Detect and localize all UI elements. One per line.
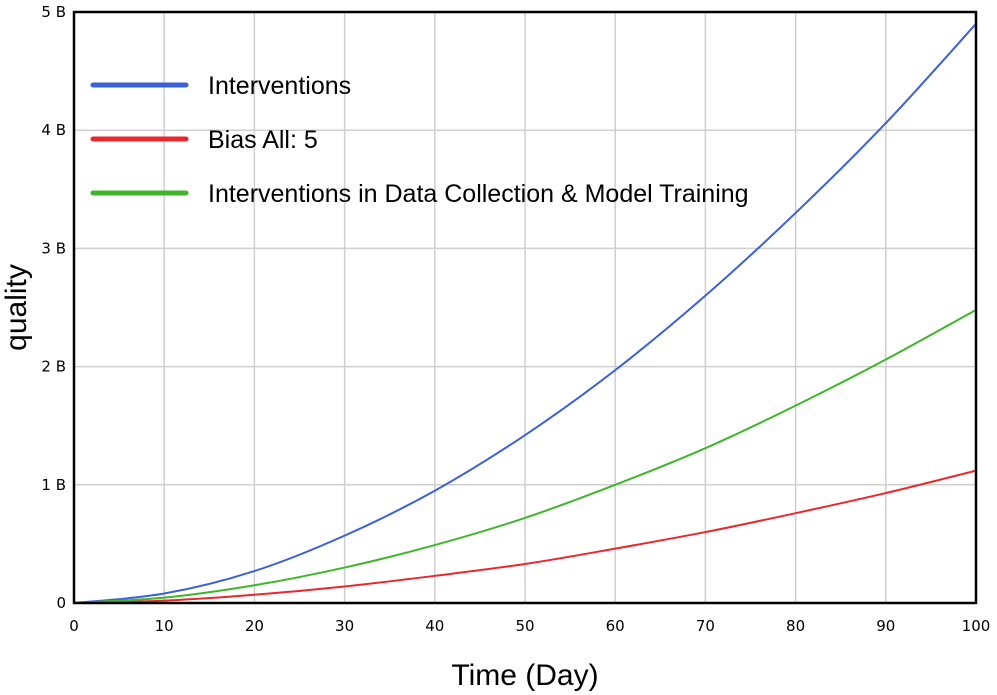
x-tick-label: 30 xyxy=(335,617,354,635)
y-tick-label: 2 B xyxy=(41,358,66,376)
x-tick-label: 90 xyxy=(876,617,895,635)
x-axis-title: Time (Day) xyxy=(451,659,598,692)
y-tick-label: 3 B xyxy=(41,239,66,257)
series-line xyxy=(73,308,977,604)
legend: Interventions Bias All: 5 Interventions in… xyxy=(90,72,749,208)
x-tick-label: 20 xyxy=(245,617,264,635)
x-tick-label: 10 xyxy=(155,617,174,635)
y-tick-labels: 0 1 B 2 B 3 B 4 B 5 B xyxy=(41,3,66,612)
series-line xyxy=(73,23,977,604)
y-tick-label: 0 xyxy=(56,594,66,612)
legend-label: Interventions in Data Collection & Model… xyxy=(208,180,749,208)
plot-frame xyxy=(72,10,978,605)
x-tick-label: 80 xyxy=(786,617,805,635)
y-axis-title: quality xyxy=(0,264,33,351)
series-line xyxy=(73,469,977,604)
y-tick-label: 4 B xyxy=(41,121,66,139)
x-tick-label: 40 xyxy=(425,617,444,635)
y-tick-label: 1 B xyxy=(41,476,66,494)
x-tick-label: 100 xyxy=(962,617,991,635)
series-lines xyxy=(73,23,977,604)
grid-lines xyxy=(73,11,977,604)
legend-label: Bias All: 5 xyxy=(208,126,318,154)
x-tick-label: 0 xyxy=(69,617,79,635)
x-tick-label: 50 xyxy=(515,617,534,635)
legend-label: Interventions xyxy=(208,72,351,100)
x-tick-label: 60 xyxy=(606,617,625,635)
x-tick-label: 70 xyxy=(696,617,715,635)
x-tick-labels: 0 10 20 30 40 50 60 70 80 90 100 xyxy=(69,617,990,635)
y-tick-label: 5 B xyxy=(41,3,66,21)
